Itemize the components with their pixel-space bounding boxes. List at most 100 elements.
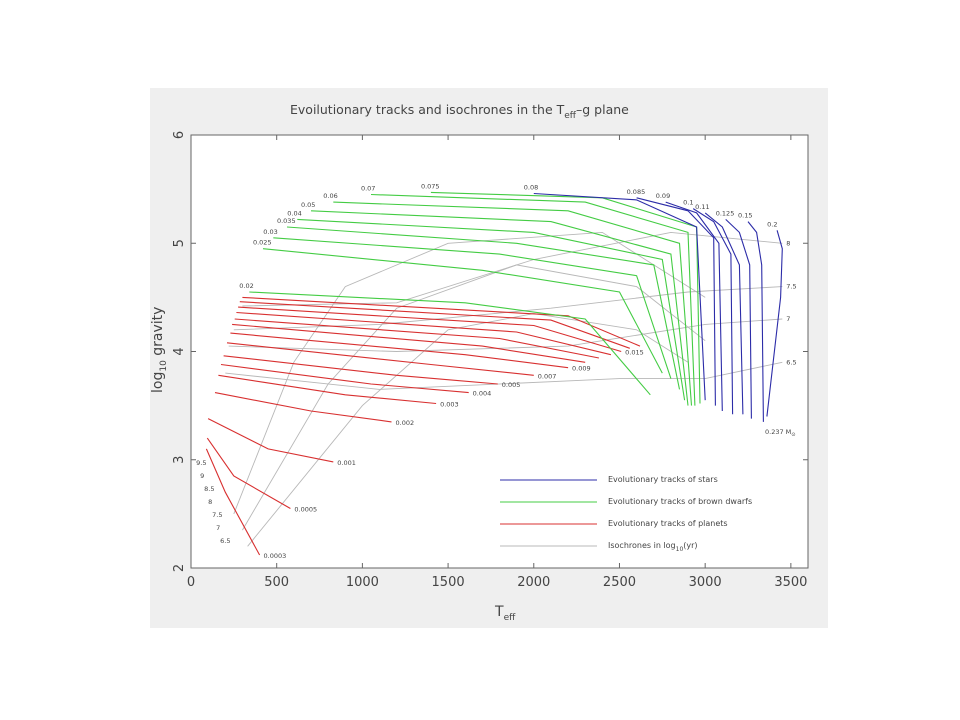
brown-dwarf-track-label: 0.025 xyxy=(253,239,272,247)
isochrone-edge-label: 8.5 xyxy=(204,485,214,493)
isochrone-label: 7 xyxy=(786,315,790,323)
planet-track xyxy=(226,342,534,376)
brown-dwarf-track xyxy=(370,193,696,406)
isochrone-edge-label: 9 xyxy=(200,472,204,480)
legend-label-planets: Evolutionary tracks of planets xyxy=(608,519,728,528)
planet-track-label: 0.0003 xyxy=(264,552,287,560)
brown-dwarf-track xyxy=(333,201,693,406)
brown-dwarf-track-label: 0.05 xyxy=(301,201,315,209)
planet-track-label: 0.009 xyxy=(572,365,591,373)
planet-track-label: 0.004 xyxy=(473,390,492,398)
star-track-label: 0.1 xyxy=(683,199,693,207)
star-track-label: 0.125 xyxy=(716,209,735,217)
chart-title: Evoilutionary tracks and isochrones in t… xyxy=(290,102,629,121)
star-track-label: 0.11 xyxy=(695,203,709,211)
brown-dwarf-track xyxy=(310,210,689,406)
planet-track xyxy=(234,318,600,359)
brown-dwarf-track-label: 0.03 xyxy=(263,228,277,236)
star-track-label: 0.08 xyxy=(524,183,538,191)
brown-dwarf-track-label: 0.02 xyxy=(239,282,253,290)
isochrone-line xyxy=(228,318,783,352)
labels-layer: 87.576.59.598.587.576.50.00030.00050.001… xyxy=(196,182,796,560)
planet-track xyxy=(242,296,641,347)
star-track xyxy=(747,221,764,422)
legend-label-isochrones: Isochrones in log10(yr) xyxy=(608,541,698,553)
legend: Evolutionary tracks of stars Evolutionar… xyxy=(500,475,752,553)
planet-track-label: 0.007 xyxy=(538,372,557,380)
star-track xyxy=(636,197,716,406)
star-track xyxy=(704,212,744,415)
planet-track xyxy=(232,323,586,363)
planet-track xyxy=(230,332,569,369)
brown-dwarf-track-label: 0.035 xyxy=(277,217,296,225)
isochrone-label: 7.5 xyxy=(786,283,796,291)
brown-dwarf-track xyxy=(430,191,701,404)
planet-track-label: 0.002 xyxy=(396,419,415,427)
star-track xyxy=(533,192,706,401)
star-track-label: 0.2 xyxy=(767,220,777,228)
isochrone-edge-label: 7.5 xyxy=(212,511,222,519)
x-tick-label: 3000 xyxy=(689,575,722,590)
isochrone-label: 6.5 xyxy=(786,358,796,366)
star-track-label: 0.09 xyxy=(656,192,670,200)
planet-track xyxy=(236,311,612,356)
x-tick-label: 500 xyxy=(264,575,289,590)
brown-dwarf-track-label: 0.075 xyxy=(421,182,440,190)
isochrone-line xyxy=(247,313,689,547)
y-axis-label: log10 gravity xyxy=(150,307,169,393)
isochrone-edge-label: 8 xyxy=(208,498,212,506)
axes-layer: 0 500 1000 1500 2000 2500 3000 3500 2 3 4 5 6 xyxy=(172,131,808,590)
x-tick-label: 1500 xyxy=(432,575,465,590)
brown-dwarf-track-label: 0.07 xyxy=(361,185,375,193)
planet-track-label: 0.0005 xyxy=(294,505,317,513)
planet-track xyxy=(238,306,622,353)
brown-dwarf-track-label: 0.04 xyxy=(287,209,301,217)
planet-track-label: 0.005 xyxy=(502,381,521,389)
y-tick-label: 3 xyxy=(172,456,187,464)
brown-dwarf-track xyxy=(262,248,663,374)
isochrone-edge-label: 9.5 xyxy=(196,459,206,467)
planet-track xyxy=(239,301,630,349)
planet-track xyxy=(223,355,498,385)
star-track xyxy=(725,219,752,419)
star-track xyxy=(692,208,734,415)
x-tick-label: 3500 xyxy=(774,575,807,590)
star-track-label: 0.15 xyxy=(738,212,752,220)
x-tick-label: 1000 xyxy=(346,575,379,590)
y-tick-label: 4 xyxy=(172,347,187,355)
planet-track xyxy=(220,363,469,394)
brown-dwarf-track xyxy=(273,237,672,379)
x-axis-label: Teff xyxy=(494,604,516,623)
x-tick-label: 0 xyxy=(187,575,195,590)
x-tick-label: 2000 xyxy=(517,575,550,590)
isochrone-label: 8 xyxy=(786,239,790,247)
star-mass-annotation: 0.237 M⊙ xyxy=(765,428,796,438)
brown-dwarf-track xyxy=(297,218,686,401)
planet-track xyxy=(207,418,334,463)
brown-dwarf-track xyxy=(249,291,651,396)
legend-label-brown-dwarfs: Evolutionary tracks of brown dwarfs xyxy=(608,497,752,506)
isochrone-line xyxy=(233,231,706,515)
isochrone-line xyxy=(242,264,706,531)
planet-track xyxy=(206,437,291,509)
brown-dwarf-track xyxy=(286,226,681,390)
x-tick-label: 2500 xyxy=(603,575,636,590)
y-tick-label: 6 xyxy=(172,131,187,139)
chart-figure: 0 500 1000 1500 2000 2500 3000 3500 2 3 4 5 6 8 7.5 7 6… xyxy=(150,88,828,628)
planet-track-label: 0.015 xyxy=(625,349,644,357)
tracks-layer xyxy=(205,191,783,556)
star-track xyxy=(665,201,723,412)
planet-track-label: 0.003 xyxy=(440,400,459,408)
star-track-label: 0.085 xyxy=(627,188,646,196)
brown-dwarf-track-label: 0.06 xyxy=(323,192,337,200)
planet-track-label: 0.001 xyxy=(337,459,356,467)
legend-label-stars: Evolutionary tracks of stars xyxy=(608,475,718,484)
planet-track xyxy=(205,448,261,556)
plot-area xyxy=(190,134,809,569)
y-tick-label: 5 xyxy=(172,239,187,247)
star-track xyxy=(766,230,783,417)
isochrone-edge-label: 7 xyxy=(216,524,220,532)
planet-track xyxy=(214,392,392,423)
planet-track xyxy=(218,374,437,405)
